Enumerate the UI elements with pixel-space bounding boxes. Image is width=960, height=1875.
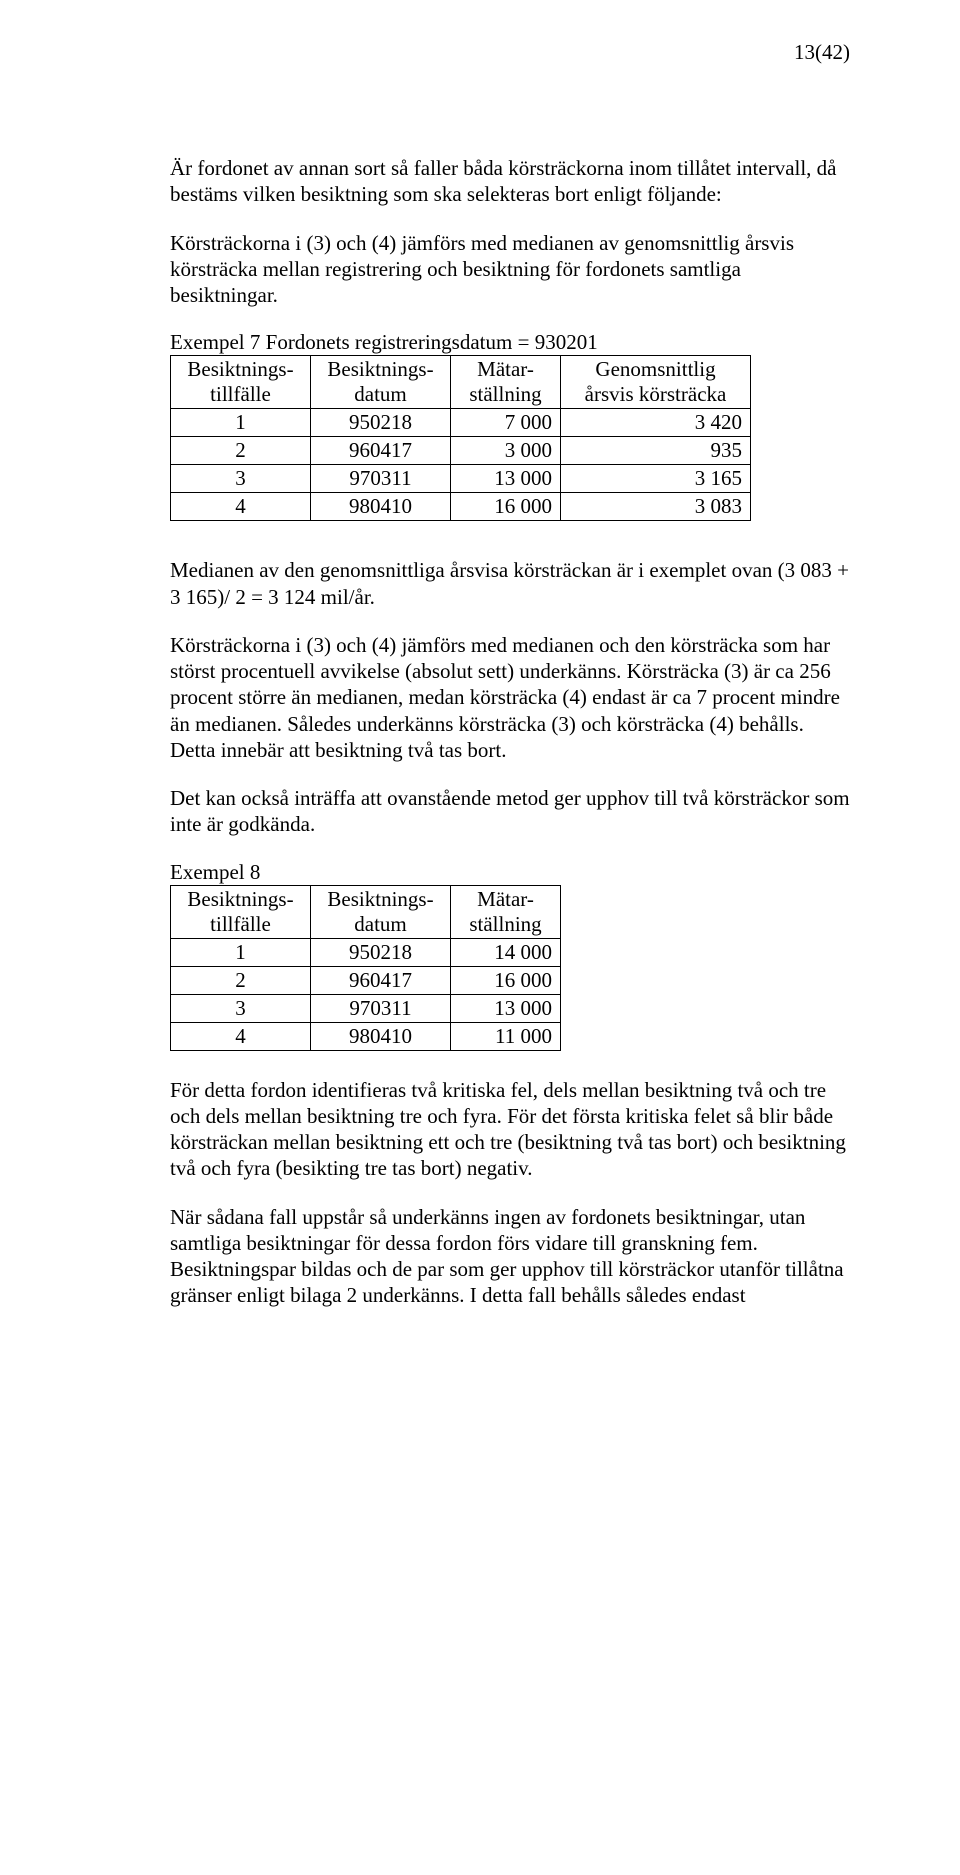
cell: 11 000	[451, 1022, 561, 1050]
table-row: 4 980410 11 000	[171, 1022, 561, 1050]
table-header-row: Besiktnings- tillfälle Besiktnings- datu…	[171, 356, 751, 409]
header-text: datum	[354, 382, 407, 406]
page-number: 13(42)	[170, 40, 850, 65]
header-text: årsvis körsträcka	[585, 382, 727, 406]
cell: 3 000	[451, 437, 561, 465]
table-row: 1 950218 14 000	[171, 938, 561, 966]
paragraph-1: Är fordonet av annan sort så faller båda…	[170, 155, 850, 208]
header-text: datum	[354, 912, 407, 936]
cell: 13 000	[451, 994, 561, 1022]
cell: 3	[171, 994, 311, 1022]
header-text: tillfälle	[210, 382, 271, 406]
header-text: Besiktnings-	[327, 887, 433, 911]
cell: 950218	[311, 409, 451, 437]
cell: 16 000	[451, 966, 561, 994]
cell: 13 000	[451, 465, 561, 493]
table-row: 2 960417 16 000	[171, 966, 561, 994]
table8-col2-header: Besiktnings- datum	[311, 885, 451, 938]
header-text: Besiktnings-	[327, 357, 433, 381]
header-text: Mätar-	[477, 357, 534, 381]
table-8: Besiktnings- tillfälle Besiktnings- datu…	[170, 885, 561, 1051]
cell: 3 165	[561, 465, 751, 493]
table8-col1-header: Besiktnings- tillfälle	[171, 885, 311, 938]
table-row: 4 980410 16 000 3 083	[171, 493, 751, 521]
header-text: tillfälle	[210, 912, 271, 936]
cell: 960417	[311, 437, 451, 465]
header-text: Besiktnings-	[187, 887, 293, 911]
cell: 2	[171, 437, 311, 465]
cell: 2	[171, 966, 311, 994]
table7-col2-header: Besiktnings- datum	[311, 356, 451, 409]
cell: 14 000	[451, 938, 561, 966]
table8-caption: Exempel 8	[170, 860, 850, 885]
cell: 1	[171, 938, 311, 966]
cell: 935	[561, 437, 751, 465]
cell: 970311	[311, 465, 451, 493]
table-row: 3 970311 13 000 3 165	[171, 465, 751, 493]
cell: 980410	[311, 493, 451, 521]
table-7: Besiktnings- tillfälle Besiktnings- datu…	[170, 355, 751, 521]
cell: 16 000	[451, 493, 561, 521]
table8-col3-header: Mätar- ställning	[451, 885, 561, 938]
cell: 3 420	[561, 409, 751, 437]
table7-col4-header: Genomsnittlig årsvis körsträcka	[561, 356, 751, 409]
cell: 980410	[311, 1022, 451, 1050]
header-text: Mätar-	[477, 887, 534, 911]
paragraph-6: För detta fordon identifieras två kritis…	[170, 1077, 850, 1182]
document-page: 13(42) Är fordonet av annan sort så fall…	[0, 0, 960, 1349]
paragraph-7: När sådana fall uppstår så underkänns in…	[170, 1204, 850, 1309]
table7-col3-header: Mätar- ställning	[451, 356, 561, 409]
table-row: 1 950218 7 000 3 420	[171, 409, 751, 437]
paragraph-4: Körsträckorna i (3) och (4) jämförs med …	[170, 632, 850, 763]
table-header-row: Besiktnings- tillfälle Besiktnings- datu…	[171, 885, 561, 938]
table7-caption: Exempel 7 Fordonets registreringsdatum =…	[170, 330, 850, 355]
cell: 1	[171, 409, 311, 437]
header-text: Besiktnings-	[187, 357, 293, 381]
table-row: 3 970311 13 000	[171, 994, 561, 1022]
cell: 7 000	[451, 409, 561, 437]
header-text: ställning	[469, 912, 541, 936]
table7-col1-header: Besiktnings- tillfälle	[171, 356, 311, 409]
cell: 3	[171, 465, 311, 493]
cell: 4	[171, 1022, 311, 1050]
header-text: ställning	[469, 382, 541, 406]
paragraph-5: Det kan också inträffa att ovanstående m…	[170, 785, 850, 838]
header-text: Genomsnittlig	[595, 357, 715, 381]
cell: 950218	[311, 938, 451, 966]
paragraph-2: Körsträckorna i (3) och (4) jämförs med …	[170, 230, 850, 309]
cell: 4	[171, 493, 311, 521]
cell: 960417	[311, 966, 451, 994]
paragraph-3: Medianen av den genomsnittliga årsvisa k…	[170, 557, 850, 610]
cell: 3 083	[561, 493, 751, 521]
table-row: 2 960417 3 000 935	[171, 437, 751, 465]
cell: 970311	[311, 994, 451, 1022]
